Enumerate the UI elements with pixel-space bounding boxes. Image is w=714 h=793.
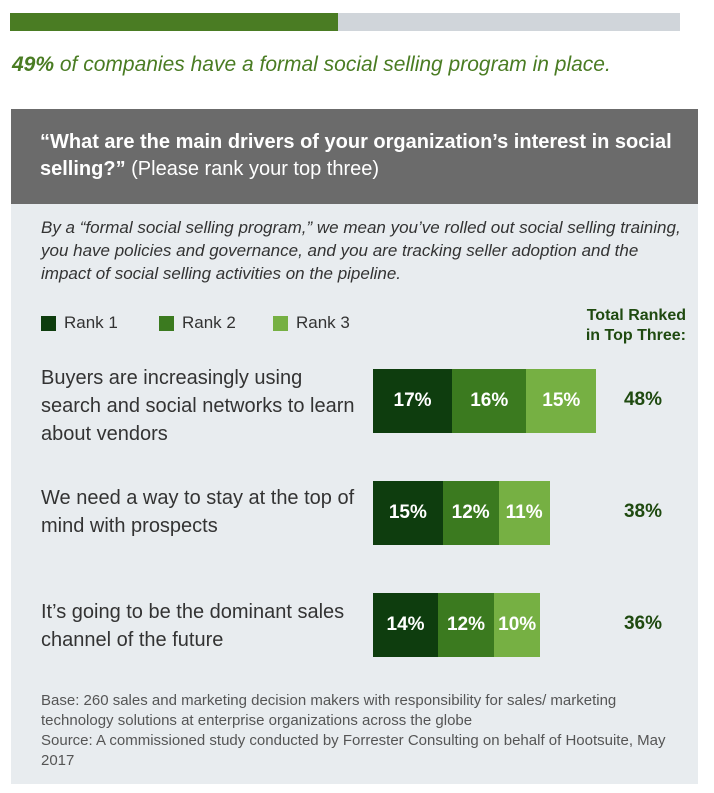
bar-value-label: 15% <box>542 390 581 411</box>
bar-value-label: 10% <box>498 614 537 635</box>
headline-stat-text: of companies have a formal social sellin… <box>54 53 611 76</box>
bar-segment-rank-1: 14% <box>373 593 439 657</box>
bar-segment-rank-2: 12% <box>442 481 499 545</box>
total-header-line-1: Total Ranked <box>586 307 686 324</box>
legend-label-rank-2: Rank 2 <box>182 313 236 332</box>
footnote-source: Source: A commissioned study conducted b… <box>41 732 666 769</box>
headline-stat: 49% of companies have a formal social se… <box>12 53 702 77</box>
bar-segment-rank-2: 12% <box>438 593 494 657</box>
legend-label-rank-1: Rank 1 <box>64 313 118 332</box>
footnote: Base: 260 sales and marketing decision m… <box>41 691 691 771</box>
legend-item-rank-2: Rank 2 <box>159 313 236 333</box>
legend-swatch-rank-1 <box>41 315 56 331</box>
total-column-header: Total Ranked in Top Three: <box>540 306 686 346</box>
row-label: We need a way to stay at the top of mind… <box>41 487 355 537</box>
legend-label-rank-3: Rank 3 <box>296 313 350 332</box>
bar-segment-rank-1: 17% <box>373 369 453 433</box>
total-header-line-2: in Top Three: <box>585 327 686 344</box>
bar-value-label: 17% <box>393 390 432 411</box>
chart-panel <box>11 204 698 784</box>
bar-value-label: 14% <box>386 614 425 635</box>
bar-value-label: 15% <box>388 502 427 523</box>
footnote-base: Base: 260 sales and marketing decision m… <box>41 692 617 729</box>
legend-item-rank-1: Rank 1 <box>41 313 118 333</box>
row-label: Buyers are increasingly using search and… <box>41 367 355 445</box>
bar-value-label: 12% <box>446 614 485 635</box>
bar-value-label: 16% <box>470 390 509 411</box>
headline-stat-number: 49% <box>12 53 55 76</box>
legend-swatch-rank-2 <box>159 315 174 331</box>
bar-segment-rank-2: 16% <box>452 369 527 433</box>
row-total: 38% <box>623 501 663 522</box>
bar-segment-rank-3: 10% <box>493 593 541 657</box>
progress-bar <box>10 13 680 31</box>
bar-segment-rank-1: 15% <box>373 481 443 545</box>
row-total: 36% <box>623 613 663 634</box>
legend-item-rank-3: Rank 3 <box>273 313 350 333</box>
bar-segment-rank-3: 15% <box>526 369 597 433</box>
legend-swatch-rank-3 <box>273 315 288 331</box>
definition-text: By a “formal social selling program,” we… <box>41 218 681 283</box>
survey-instruction: (Please rank your top three) <box>125 158 380 180</box>
bar-value-label: 11% <box>505 502 543 523</box>
row-total: 48% <box>623 389 663 410</box>
progress-bar-fill <box>10 13 339 31</box>
bar-value-label: 12% <box>451 502 490 523</box>
bar-segment-rank-3: 11% <box>498 481 550 545</box>
survey-question-header: “What are the main drivers of your organ… <box>11 109 698 204</box>
survey-question: “What are the main drivers of your organ… <box>40 131 672 180</box>
row-label: It’s going to be the dominant sales chan… <box>41 601 345 651</box>
